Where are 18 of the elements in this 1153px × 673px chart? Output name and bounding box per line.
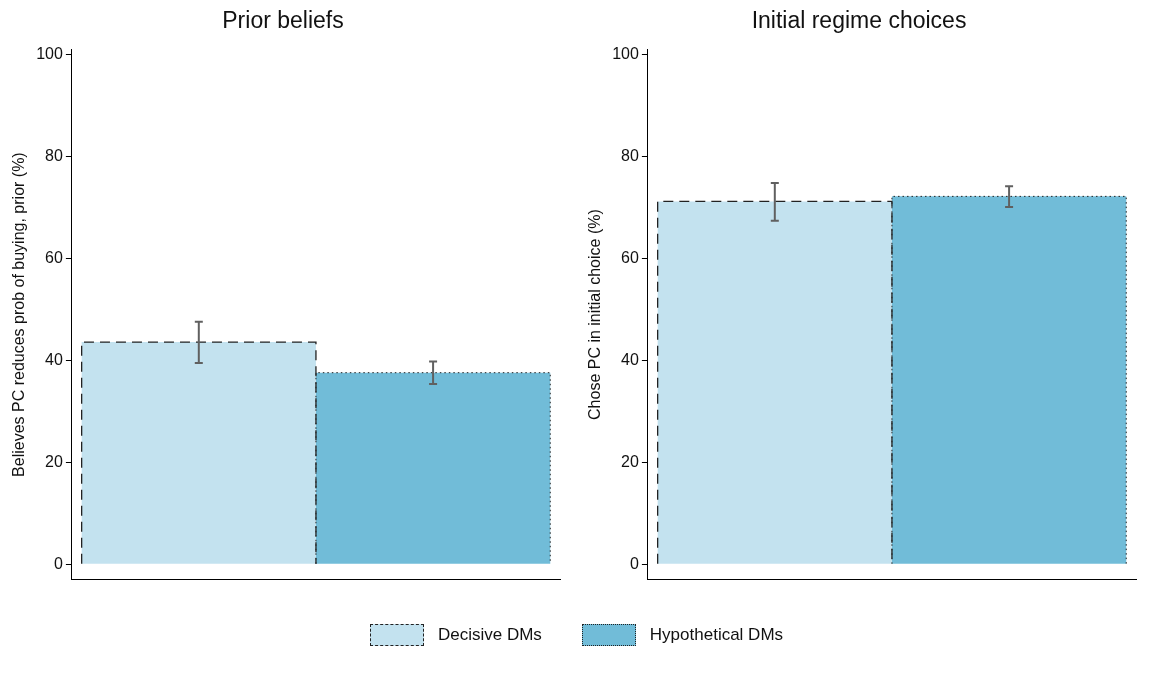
y-tick-label: 60 xyxy=(621,248,639,266)
y-tick-label: 100 xyxy=(36,45,63,63)
y-tick-label: 40 xyxy=(621,350,639,368)
y-tick-label: 40 xyxy=(45,350,63,368)
y-axis-title: Believes PC reduces prob of buying, prior (%) xyxy=(10,152,28,477)
y-tick-label: 60 xyxy=(45,248,63,266)
chart-title: Initial regime choices xyxy=(751,7,967,34)
y-axis-title: Chose PC in initial choice (%) xyxy=(586,209,604,420)
y-tick-label: 20 xyxy=(621,452,639,470)
chart-title: Prior beliefs xyxy=(222,7,344,34)
y-tick-label: 0 xyxy=(629,554,639,572)
legend-label: Hypothetical DMs xyxy=(649,625,784,645)
y-tick-label: 0 xyxy=(53,554,63,572)
y-tick-label: 20 xyxy=(45,452,63,470)
y-tick-label: 80 xyxy=(45,147,63,165)
legend-label: Decisive DMs xyxy=(437,625,542,645)
y-tick-label: 100 xyxy=(612,45,639,63)
y-tick-label: 80 xyxy=(621,147,639,165)
